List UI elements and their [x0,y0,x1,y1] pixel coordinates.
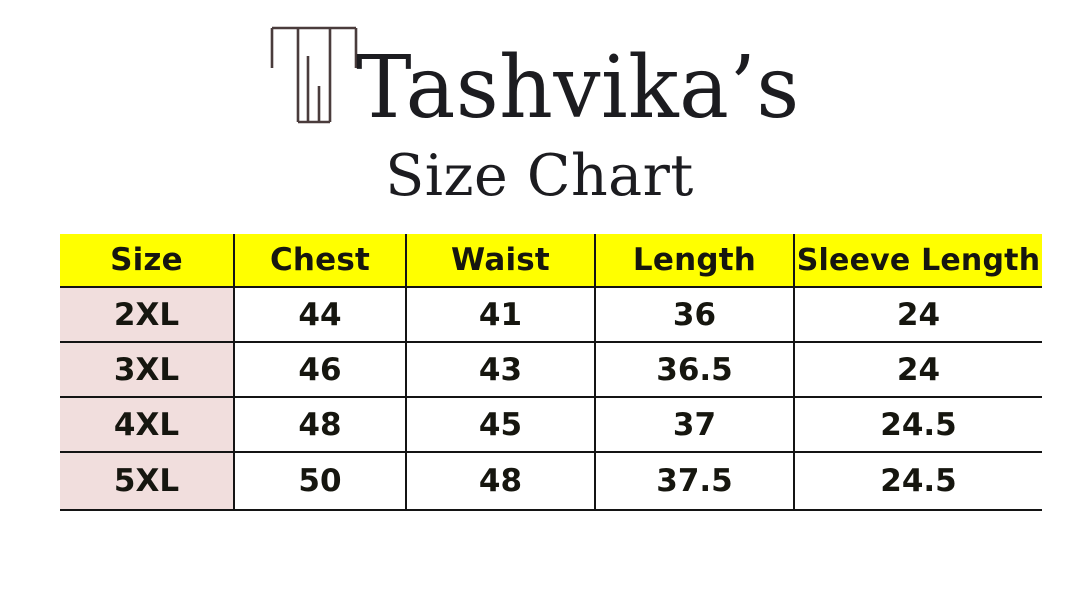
table-row: 3XL 46 43 36.5 24 [60,341,1042,398]
column-header-size: Size [60,234,235,288]
cell-sleeve-length: 24.5 [793,451,1042,511]
cell-waist: 41 [405,286,596,343]
cell-sleeve-length: 24 [793,286,1042,343]
cell-sleeve-length: 24 [793,341,1042,398]
brand-lockup: Tashvika’s [266,22,813,139]
size-chart-table-wrap: Size Chest Waist Length Sleeve Length 2X… [60,234,1042,511]
cell-waist: 45 [405,396,596,453]
column-header-chest: Chest [233,234,407,288]
cell-length: 37 [594,396,795,453]
cell-waist: 48 [405,451,596,511]
column-header-length: Length [594,234,795,288]
cell-size: 2XL [60,286,235,343]
page-title: Size Chart [385,143,694,209]
cell-length: 36.5 [594,341,795,398]
cell-length: 36 [594,286,795,343]
cell-size: 5XL [60,451,235,511]
table-row: 2XL 44 41 36 24 [60,286,1042,343]
table-header-row: Size Chest Waist Length Sleeve Length [60,234,1042,288]
cell-sleeve-length: 24.5 [793,396,1042,453]
column-header-waist: Waist [405,234,596,288]
table-row: 5XL 50 48 37.5 24.5 [60,451,1042,511]
cell-chest: 46 [233,341,407,398]
cell-chest: 48 [233,396,407,453]
table-row: 4XL 48 45 37 24.5 [60,396,1042,453]
cell-chest: 50 [233,451,407,511]
column-header-sleeve-length: Sleeve Length [793,234,1042,288]
cell-length: 37.5 [594,451,795,511]
size-chart-table: Size Chest Waist Length Sleeve Length 2X… [60,234,1042,511]
brand-name: Tashvika’s [355,38,800,139]
cell-size: 4XL [60,396,235,453]
cell-chest: 44 [233,286,407,343]
brand-header: Tashvika’s [0,22,1079,133]
cell-size: 3XL [60,341,235,398]
cell-waist: 43 [405,341,596,398]
tashvika-t-monogram-icon [266,22,362,128]
